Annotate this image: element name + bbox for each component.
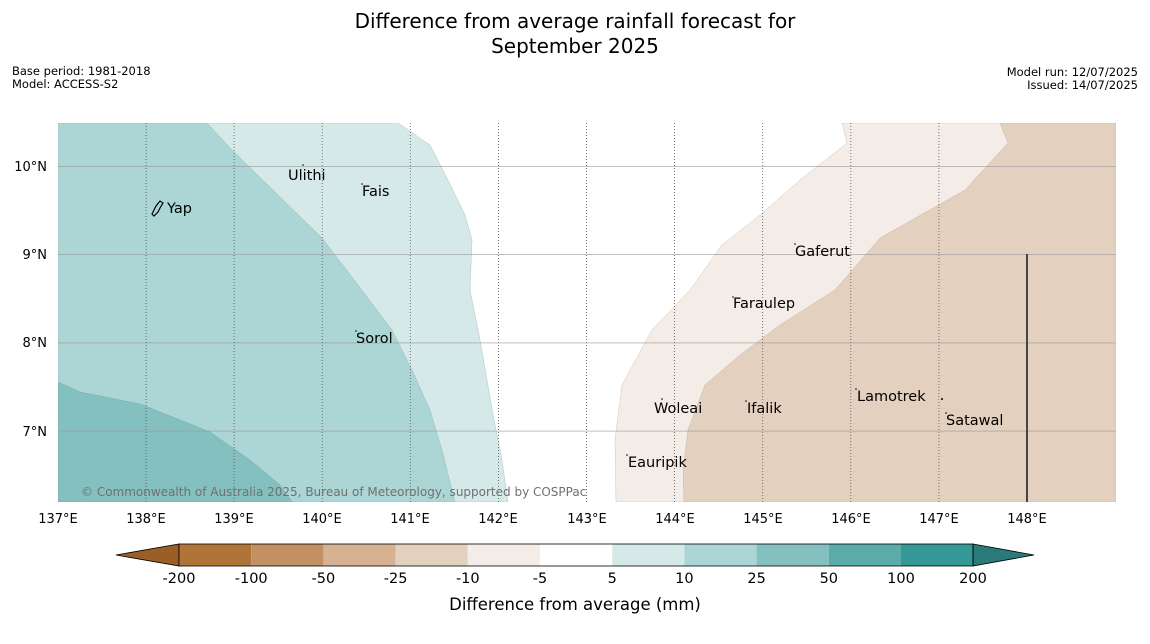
issued-date: Issued: 14/07/2025	[1027, 78, 1138, 92]
cb-tick-label: -5	[533, 571, 547, 587]
lat-label-7n: 7°N	[23, 425, 48, 440]
region-minus10-minus25	[682, 123, 1116, 502]
colorbar-bin-2	[251, 544, 324, 566]
longitude-labels: 137°E 138°E 139°E 140°E 141°E 142°E 143°…	[38, 512, 1047, 527]
cb-tick-label: -10	[456, 571, 480, 587]
place-faraulep: Faraulep	[733, 296, 795, 312]
colorbar-bin-4	[395, 544, 468, 566]
place-yap: Yap	[166, 201, 192, 217]
region-25-50	[58, 381, 293, 502]
lat-label-9n: 9°N	[23, 248, 48, 263]
colorbar-tick-labels: -200 -100 -50 -25 -10 -5 5 10 25 50 100 …	[163, 571, 987, 587]
place-fais: Fais	[362, 184, 389, 200]
lon-label-140e: 140°E	[302, 512, 342, 527]
place-woleai: Woleai	[654, 401, 702, 417]
colorbar-bin-5	[467, 544, 540, 566]
place-sorol: Sorol	[356, 331, 393, 347]
colorbar-bin-3	[323, 544, 396, 566]
cb-tick-label: 5	[608, 571, 617, 587]
meta-right: Model run: 12/07/2025 Issued: 14/07/2025	[1007, 66, 1138, 92]
map-title: Difference from average rainfall forecas…	[0, 9, 1150, 59]
colorbar-bin-7	[612, 544, 685, 566]
lat-label-10n: 10°N	[14, 160, 47, 175]
lat-label-8n: 8°N	[23, 336, 48, 351]
cb-tick-label: -200	[163, 571, 196, 587]
model-name: Model: ACCESS-S2	[12, 77, 119, 91]
colorbar-frame	[178, 543, 974, 567]
colorbar-bin-9	[756, 544, 829, 566]
colorbar-extend-high	[972, 543, 1035, 567]
yap-island	[151, 200, 164, 217]
cb-tick-label: -25	[384, 571, 408, 587]
lon-label-137e: 137°E	[38, 512, 78, 527]
lon-label-144e: 144°E	[655, 512, 695, 527]
longitude-lines	[145, 123, 940, 502]
place-lamotrek: Lamotrek	[857, 389, 926, 405]
place-satawal: Satawal	[946, 413, 1003, 429]
lon-label-141e: 141°E	[390, 512, 430, 527]
colorbar-bin-8	[684, 544, 757, 566]
cb-tick-label: 100	[887, 571, 915, 587]
colorbar-bin-10	[828, 544, 901, 566]
colorbar-bin-1	[179, 544, 252, 566]
island-markers	[302, 164, 947, 456]
lon-label-146e: 146°E	[831, 512, 871, 527]
lon-label-145e: 145°E	[743, 512, 783, 527]
cb-tick-label: -100	[235, 571, 268, 587]
place-eauripik: Eauripik	[628, 455, 687, 471]
colorbar-extend-low	[115, 543, 180, 567]
cb-tick-label: 200	[959, 571, 987, 587]
base-period: Base period: 1981-2018	[12, 64, 151, 78]
cb-tick-label: 10	[675, 571, 693, 587]
region-10-25	[58, 123, 456, 502]
lon-label-142e: 142°E	[478, 512, 518, 527]
cb-tick-label: 25	[747, 571, 765, 587]
title-line-2: September 2025	[491, 34, 659, 58]
lon-label-147e: 147°E	[919, 512, 959, 527]
place-ulithi: Ulithi	[288, 168, 326, 184]
copyright-notice: © Commonwealth of Australia 2025, Bureau…	[81, 485, 586, 499]
lon-label-139e: 139°E	[214, 512, 254, 527]
lon-label-143e: 143°E	[567, 512, 607, 527]
place-ifalik: Ifalik	[747, 401, 782, 417]
lon-label-148e: 148°E	[1007, 512, 1047, 527]
title-line-1: Difference from average rainfall forecas…	[354, 9, 796, 33]
cb-tick-label: 50	[820, 571, 838, 587]
meta-left: Base period: 1981-2018 Model: ACCESS-S2	[12, 65, 151, 91]
colorbar-title: Difference from average (mm)	[449, 595, 701, 614]
model-run: Model run: 12/07/2025	[1006, 65, 1138, 79]
cb-tick-label: -50	[312, 571, 336, 587]
place-gaferut: Gaferut	[795, 244, 850, 260]
lon-label-138e: 138°E	[126, 512, 166, 527]
colorbar-bin-11	[901, 544, 973, 566]
map-panel: Ulithi Fais Yap Gaferut Faraulep Sorol L…	[58, 123, 1116, 502]
colorbar: -200 -100 -50 -25 -10 -5 5 10 25 50 100 …	[115, 543, 1035, 614]
latitude-labels: 10°N 9°N 8°N 7°N	[14, 160, 47, 440]
colorbar-bin-6	[540, 544, 613, 566]
